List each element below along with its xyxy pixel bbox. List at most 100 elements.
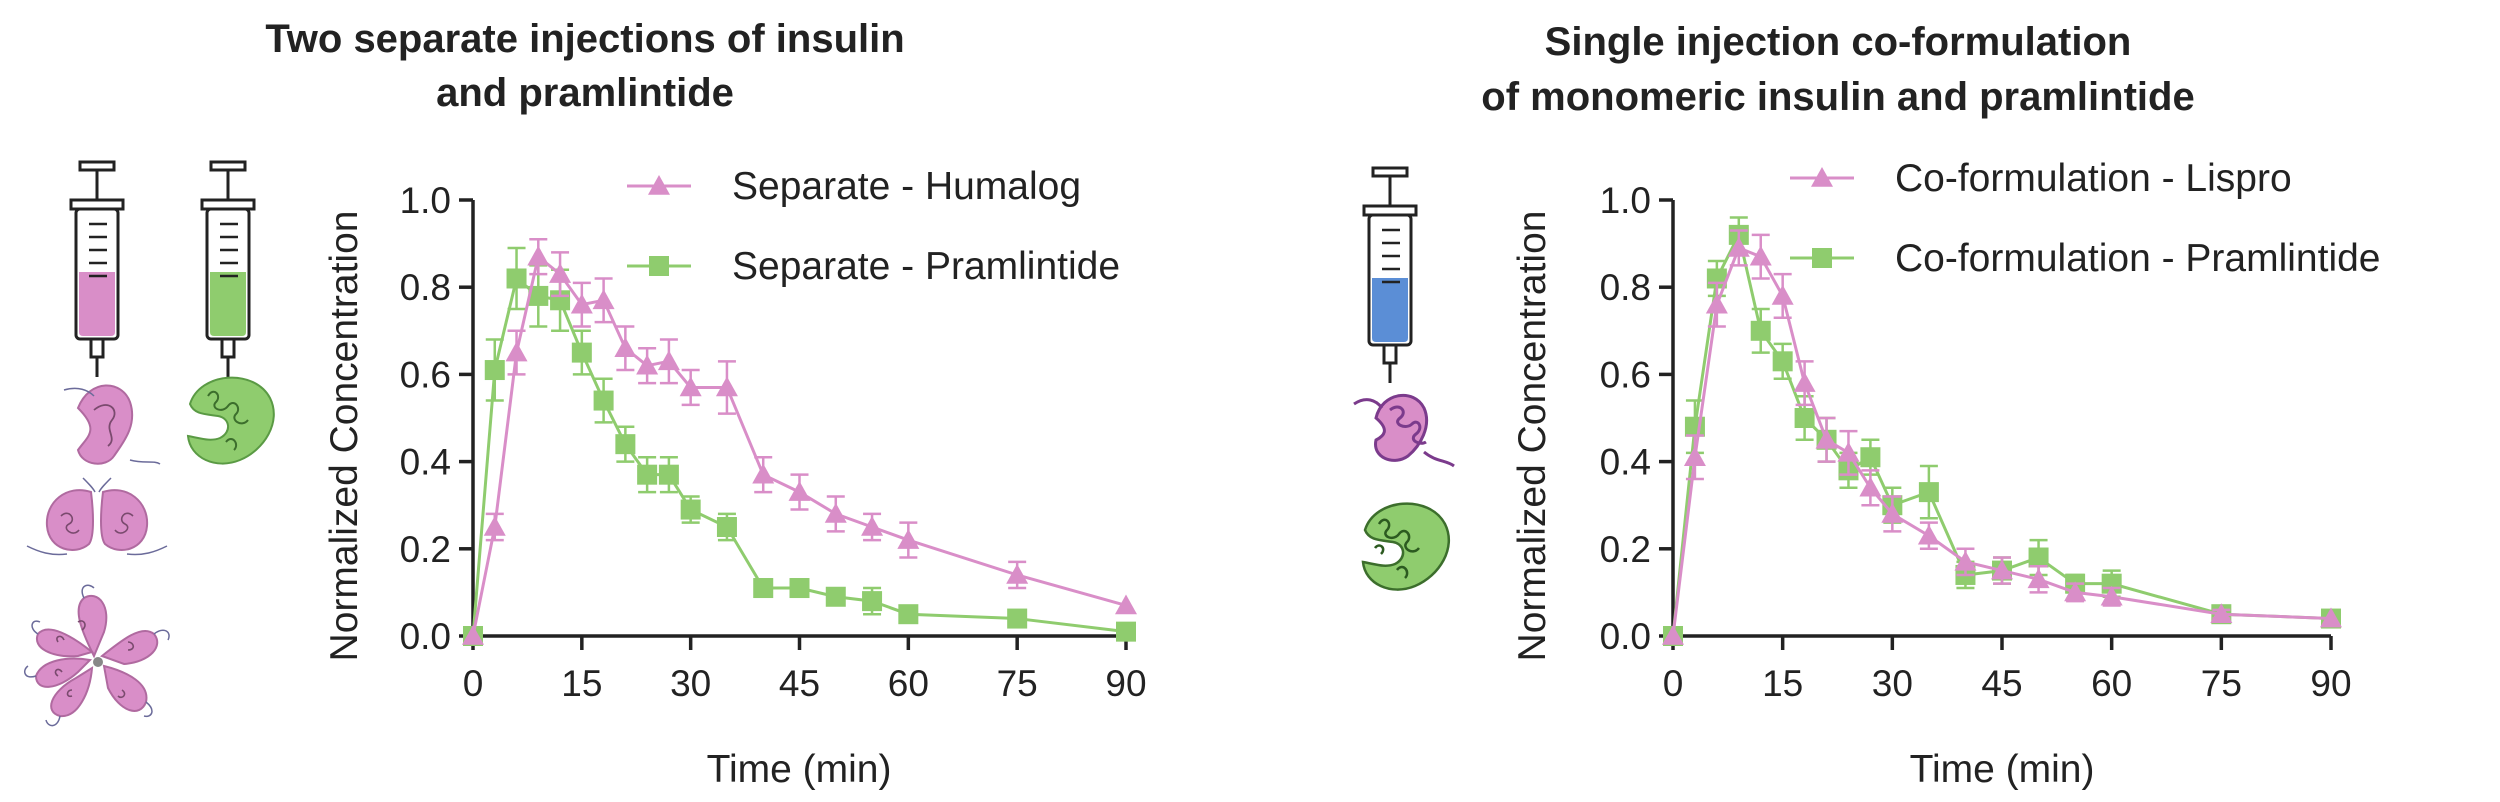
chart2-legend-marker <box>1812 248 1832 268</box>
chart1-series-1-point <box>483 516 506 536</box>
chart1-series-2-point <box>1116 621 1136 642</box>
insulin-hexamer-icon <box>23 584 170 727</box>
chart2-xtick-label: 15 <box>1762 663 1803 704</box>
chart2-series-1-point <box>1837 441 1860 462</box>
insulin-dimer-icon <box>26 477 168 556</box>
chart2-series-1-point <box>1727 236 1750 257</box>
panel1-title-line2: and pramlintide <box>436 71 734 115</box>
syringe-green-icon <box>200 160 256 379</box>
chart1-series-1-point <box>592 289 615 310</box>
chart1-xtick-label: 15 <box>561 663 602 704</box>
chart2-series-1-point <box>1683 446 1706 467</box>
chart1-ytick-label: 1.0 <box>400 180 451 221</box>
chart2-series-1-point <box>1881 502 1904 523</box>
syringe-blue-icon <box>1362 166 1418 385</box>
chart1-xtick-label: 60 <box>888 663 929 704</box>
panel2-title-line2: of monomeric insulin and pramlintide <box>1481 75 2194 119</box>
chart2-xtick-label: 0 <box>1663 663 1684 704</box>
chart2-legend-marker <box>1811 167 1833 187</box>
chart1-series-1-point <box>505 341 528 362</box>
chart2-series-2-point <box>2028 547 2049 568</box>
syringe-pink-icon <box>69 160 125 379</box>
chart2-ytick-label: 0.0 <box>1600 616 1651 657</box>
chart1-series-2-point <box>484 360 505 381</box>
chart1-series-2-point <box>753 578 774 599</box>
chart1-series-1-point <box>679 376 702 397</box>
chart1-series-2-point <box>680 499 701 520</box>
panel2-title-line1: Single injection co-formulation <box>1545 20 2132 64</box>
chart1-series-2-point <box>1007 608 1028 629</box>
chart1-xtick-label: 30 <box>670 663 711 704</box>
pramlintide-icon <box>186 376 275 465</box>
chart1-series-1-point <box>462 625 484 645</box>
chart2-ytick-label: 0.4 <box>1600 442 1651 483</box>
chart1-series-2-point <box>571 342 592 363</box>
chart1-series-2-point <box>825 586 846 607</box>
chart1-series-2-point <box>658 464 679 485</box>
chart2-ytick-label: 0.6 <box>1600 354 1651 395</box>
chart1-series-2-point <box>898 604 919 625</box>
chart2-xtick-label: 75 <box>2201 663 2242 704</box>
chart2-series-1-point <box>2320 607 2342 628</box>
chart2-series-1 <box>1662 229 2342 645</box>
pramlintide-icon <box>1361 502 1451 591</box>
chart2-ytick-label: 0.2 <box>1600 529 1651 570</box>
chart1-series-1-point <box>570 293 593 314</box>
chart1-series-2-point <box>528 285 549 306</box>
chart1-ytick-label: 0.8 <box>400 267 451 308</box>
chart2-legend-item-1: Co-formulation - Lispro <box>1790 157 2292 200</box>
chart1-legend-label: Separate - Humalog <box>732 165 1081 208</box>
chart2-series-2-point <box>1918 482 1939 503</box>
chart1-series-1-point <box>636 354 659 375</box>
chart-coformulation: Normalized Concentration Time (min) 0.0 0… <box>1511 157 2381 791</box>
chart2-legend-label: Co-formulation - Lispro <box>1895 157 2292 200</box>
chart2-series-1-point <box>2210 603 2233 623</box>
chart1-series-2-point <box>506 268 527 289</box>
chart2-xtick-label: 45 <box>1981 663 2022 704</box>
chart1-series-2-point <box>615 434 636 455</box>
chart2-legend-item-2: Co-formulation - Pramlintide <box>1790 237 2381 280</box>
chart2-series-2-point <box>1750 320 1771 341</box>
chart1-series-1 <box>462 237 1137 645</box>
chart1-xtick-label: 0 <box>463 663 484 704</box>
chart2-series-2-point <box>1772 351 1793 372</box>
chart2-xtick-label: 60 <box>2091 663 2132 704</box>
insulin-monomer-purple-icon <box>1353 393 1455 468</box>
chart1-ytick-label: 0.6 <box>400 354 451 395</box>
chart2-series-1-point <box>1662 625 1684 645</box>
chart1-ytick-label: 0.4 <box>400 442 451 483</box>
chart1-series-1-point <box>549 263 572 283</box>
chart2-xlabel: Time (min) <box>1910 748 2095 791</box>
chart1-series-1-point <box>657 350 680 371</box>
chart1-ytick-label: 0.0 <box>400 616 451 657</box>
chart1-series-1-point <box>1006 563 1029 584</box>
chart1-series-1-point <box>1115 594 1137 615</box>
chart2-series-1-point <box>1793 372 1816 392</box>
chart2-series-1-point <box>1991 559 2013 580</box>
chart2-xtick-label: 90 <box>2310 663 2351 704</box>
chart1-ytick-label: 0.2 <box>400 529 451 570</box>
panel1-title-line1: Two separate injections of insulin <box>265 17 904 61</box>
chart2-legend-label: Co-formulation - Pramlintide <box>1895 237 2381 280</box>
chart1-series-2-point <box>593 390 614 411</box>
chart1-legend-item-1: Separate - Humalog <box>627 165 1081 208</box>
chart1-legend-marker <box>649 256 669 276</box>
chart1-xlabel: Time (min) <box>707 748 892 791</box>
chart1-legend-marker <box>648 175 670 195</box>
chart1-series-1-point <box>527 245 550 266</box>
chart2-ylabel: Normalized Concentration <box>1511 211 1554 662</box>
chart2-ytick-label: 0.8 <box>1600 267 1651 308</box>
chart1-series-2-point <box>862 591 883 612</box>
chart2-series-1-point <box>2064 581 2087 602</box>
chart2-series-1-point <box>1815 428 1838 449</box>
chart2-series-1-point <box>1749 245 1772 266</box>
chart2-series-1-point <box>1771 284 1794 305</box>
chart1-series-2 <box>463 246 1136 646</box>
chart1-series-1-point <box>788 481 811 501</box>
chart2-series-1-point <box>1917 524 1940 545</box>
chart1-series-1-point <box>715 376 738 397</box>
chart1-series-1-point <box>861 516 884 536</box>
chart2-series-1-point <box>1705 293 1728 314</box>
chart2-series-1-point <box>1954 550 1977 571</box>
